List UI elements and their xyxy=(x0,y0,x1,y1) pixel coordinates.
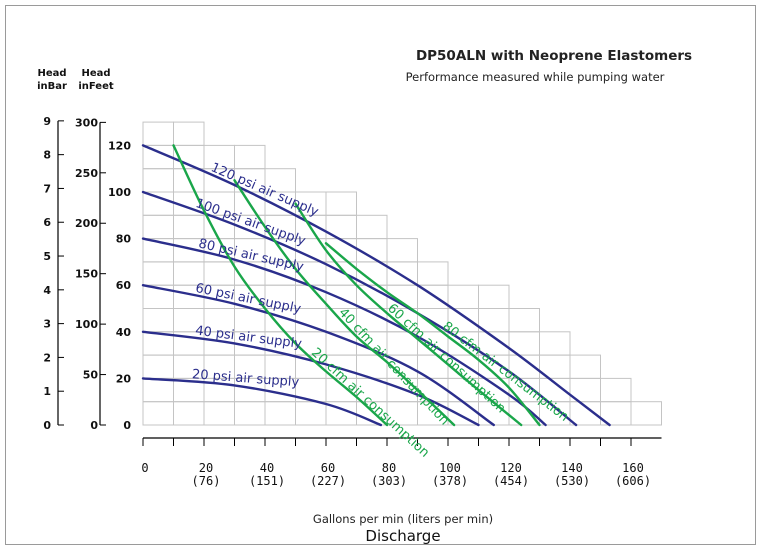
grid-cell xyxy=(173,401,205,426)
bar-tick-label: 8 xyxy=(43,149,51,162)
chart-frame xyxy=(5,5,756,545)
grid-cell xyxy=(234,144,266,170)
grid-cell xyxy=(142,354,174,379)
chart-subtitle: Performance measured while pumping water xyxy=(406,70,665,84)
bar-tick-label: 3 xyxy=(43,318,51,331)
series-line-40-psi-air-supply xyxy=(141,330,480,427)
bar-tick-label: 6 xyxy=(43,216,51,229)
grid-cell xyxy=(630,401,662,426)
feet-axis-header-line2: inFeet xyxy=(78,81,114,92)
grid-cell xyxy=(295,401,327,426)
series-line-100-psi-air-supply xyxy=(141,190,578,427)
grid-cell xyxy=(142,377,174,403)
bar-tick-label: 7 xyxy=(43,182,51,195)
x-tick-lpm: (378) xyxy=(432,474,468,488)
grid-cell xyxy=(173,121,205,146)
x-tick-gpm: 40 xyxy=(260,461,274,475)
grid-cell xyxy=(234,401,266,426)
x-axis-label: Gallons per min (liters per min) xyxy=(313,512,493,526)
x-tick-gpm: 160 xyxy=(622,461,644,475)
series-label-40-psi-air-supply: 40 psi air supply xyxy=(194,323,303,352)
bar-tick-label: 5 xyxy=(43,250,51,263)
bar-tick-label: 2 xyxy=(43,351,51,364)
grid-cell xyxy=(142,308,174,333)
series-line-60-psi-air-supply xyxy=(141,284,495,427)
x-tick-lpm: (454) xyxy=(493,474,529,488)
series-line-80-cfm-air-consumption xyxy=(324,242,541,427)
grid-cell xyxy=(142,261,174,286)
grid-cell xyxy=(386,238,418,263)
grid-cell xyxy=(478,284,510,310)
psi-tick-label: 60 xyxy=(116,279,132,292)
feet-tick-label: 150 xyxy=(75,268,98,281)
x-tick-lpm: (303) xyxy=(371,474,407,488)
grid-cell xyxy=(142,168,174,193)
x-tick-gpm: 80 xyxy=(382,461,396,475)
series-line-40-cfm-air-consumption xyxy=(233,179,456,427)
grid-cell xyxy=(417,261,449,286)
grid-cell xyxy=(325,331,357,356)
chart-title: DP50ALN with Neoprene Elastomers xyxy=(416,48,692,64)
bar-axis-header-line1: Head xyxy=(37,68,66,79)
grid-cell xyxy=(142,121,174,146)
x-tick-gpm: 140 xyxy=(561,461,583,475)
grid-cell xyxy=(173,214,205,240)
psi-tick-label: 120 xyxy=(108,139,131,152)
x-axis-label-discharge: Discharge xyxy=(365,527,440,545)
series-lines xyxy=(141,144,611,427)
grid-cell xyxy=(203,261,235,286)
grid-cell xyxy=(325,238,357,263)
psi-tick-label: 100 xyxy=(108,186,131,199)
x-tick-gpm: 60 xyxy=(321,461,335,475)
grid-cell xyxy=(508,308,540,333)
bar-tick-label: 0 xyxy=(43,419,51,432)
feet-tick-label: 0 xyxy=(90,419,98,432)
series-line-20-psi-air-supply xyxy=(141,377,383,427)
feet-tick-label: 100 xyxy=(75,318,98,331)
feet-axis-header-line1: Head xyxy=(81,68,110,79)
grid-cell xyxy=(600,377,632,403)
bar-tick-label: 1 xyxy=(43,385,51,398)
x-tick-gpm: 100 xyxy=(439,461,461,475)
grid-cell xyxy=(264,168,296,193)
psi-tick-label: 0 xyxy=(123,419,131,432)
feet-tick-label: 200 xyxy=(75,217,98,230)
grid-cell xyxy=(203,401,235,426)
x-tick-lpm: (76) xyxy=(192,474,221,488)
grid-cell xyxy=(325,191,357,216)
bar-axis-header-line2: inBar xyxy=(37,81,67,92)
grid-cell xyxy=(325,284,357,310)
series-line-120-psi-air-supply xyxy=(141,144,611,427)
grid-cell xyxy=(569,354,601,379)
x-tick-gpm: 20 xyxy=(199,461,213,475)
axes: 0 20(76)40(151)60(227)80(303)100(378)120(… xyxy=(43,115,662,488)
series-line-20-cfm-air-consumption xyxy=(172,144,389,427)
grid-cell xyxy=(142,214,174,240)
x-tick-lpm: (227) xyxy=(310,474,346,488)
psi-tick-label: 40 xyxy=(116,326,132,339)
x-tick-lpm: (151) xyxy=(249,474,285,488)
x-tick-gpm: 0 xyxy=(141,461,148,475)
grid-cell xyxy=(539,331,571,356)
grid-cell xyxy=(142,191,174,216)
feet-tick-label: 300 xyxy=(75,116,98,129)
feet-tick-label: 250 xyxy=(75,167,98,180)
bar-tick-label: 9 xyxy=(43,115,51,128)
series-line-80-psi-air-supply xyxy=(141,237,547,427)
series-line-60-cfm-air-consumption xyxy=(294,202,523,427)
feet-tick-label: 50 xyxy=(83,369,99,382)
bar-tick-label: 4 xyxy=(43,284,51,297)
x-tick-gpm: 120 xyxy=(500,461,522,475)
psi-tick-label: 20 xyxy=(116,372,132,385)
psi-tick-label: 80 xyxy=(116,233,132,246)
grid-cell xyxy=(447,284,479,310)
grid-cell xyxy=(264,401,296,426)
grid-cell xyxy=(356,214,388,240)
x-tick-lpm: (530) xyxy=(554,474,590,488)
x-tick-lpm: (606) xyxy=(615,474,651,488)
grid-cell xyxy=(142,401,174,426)
